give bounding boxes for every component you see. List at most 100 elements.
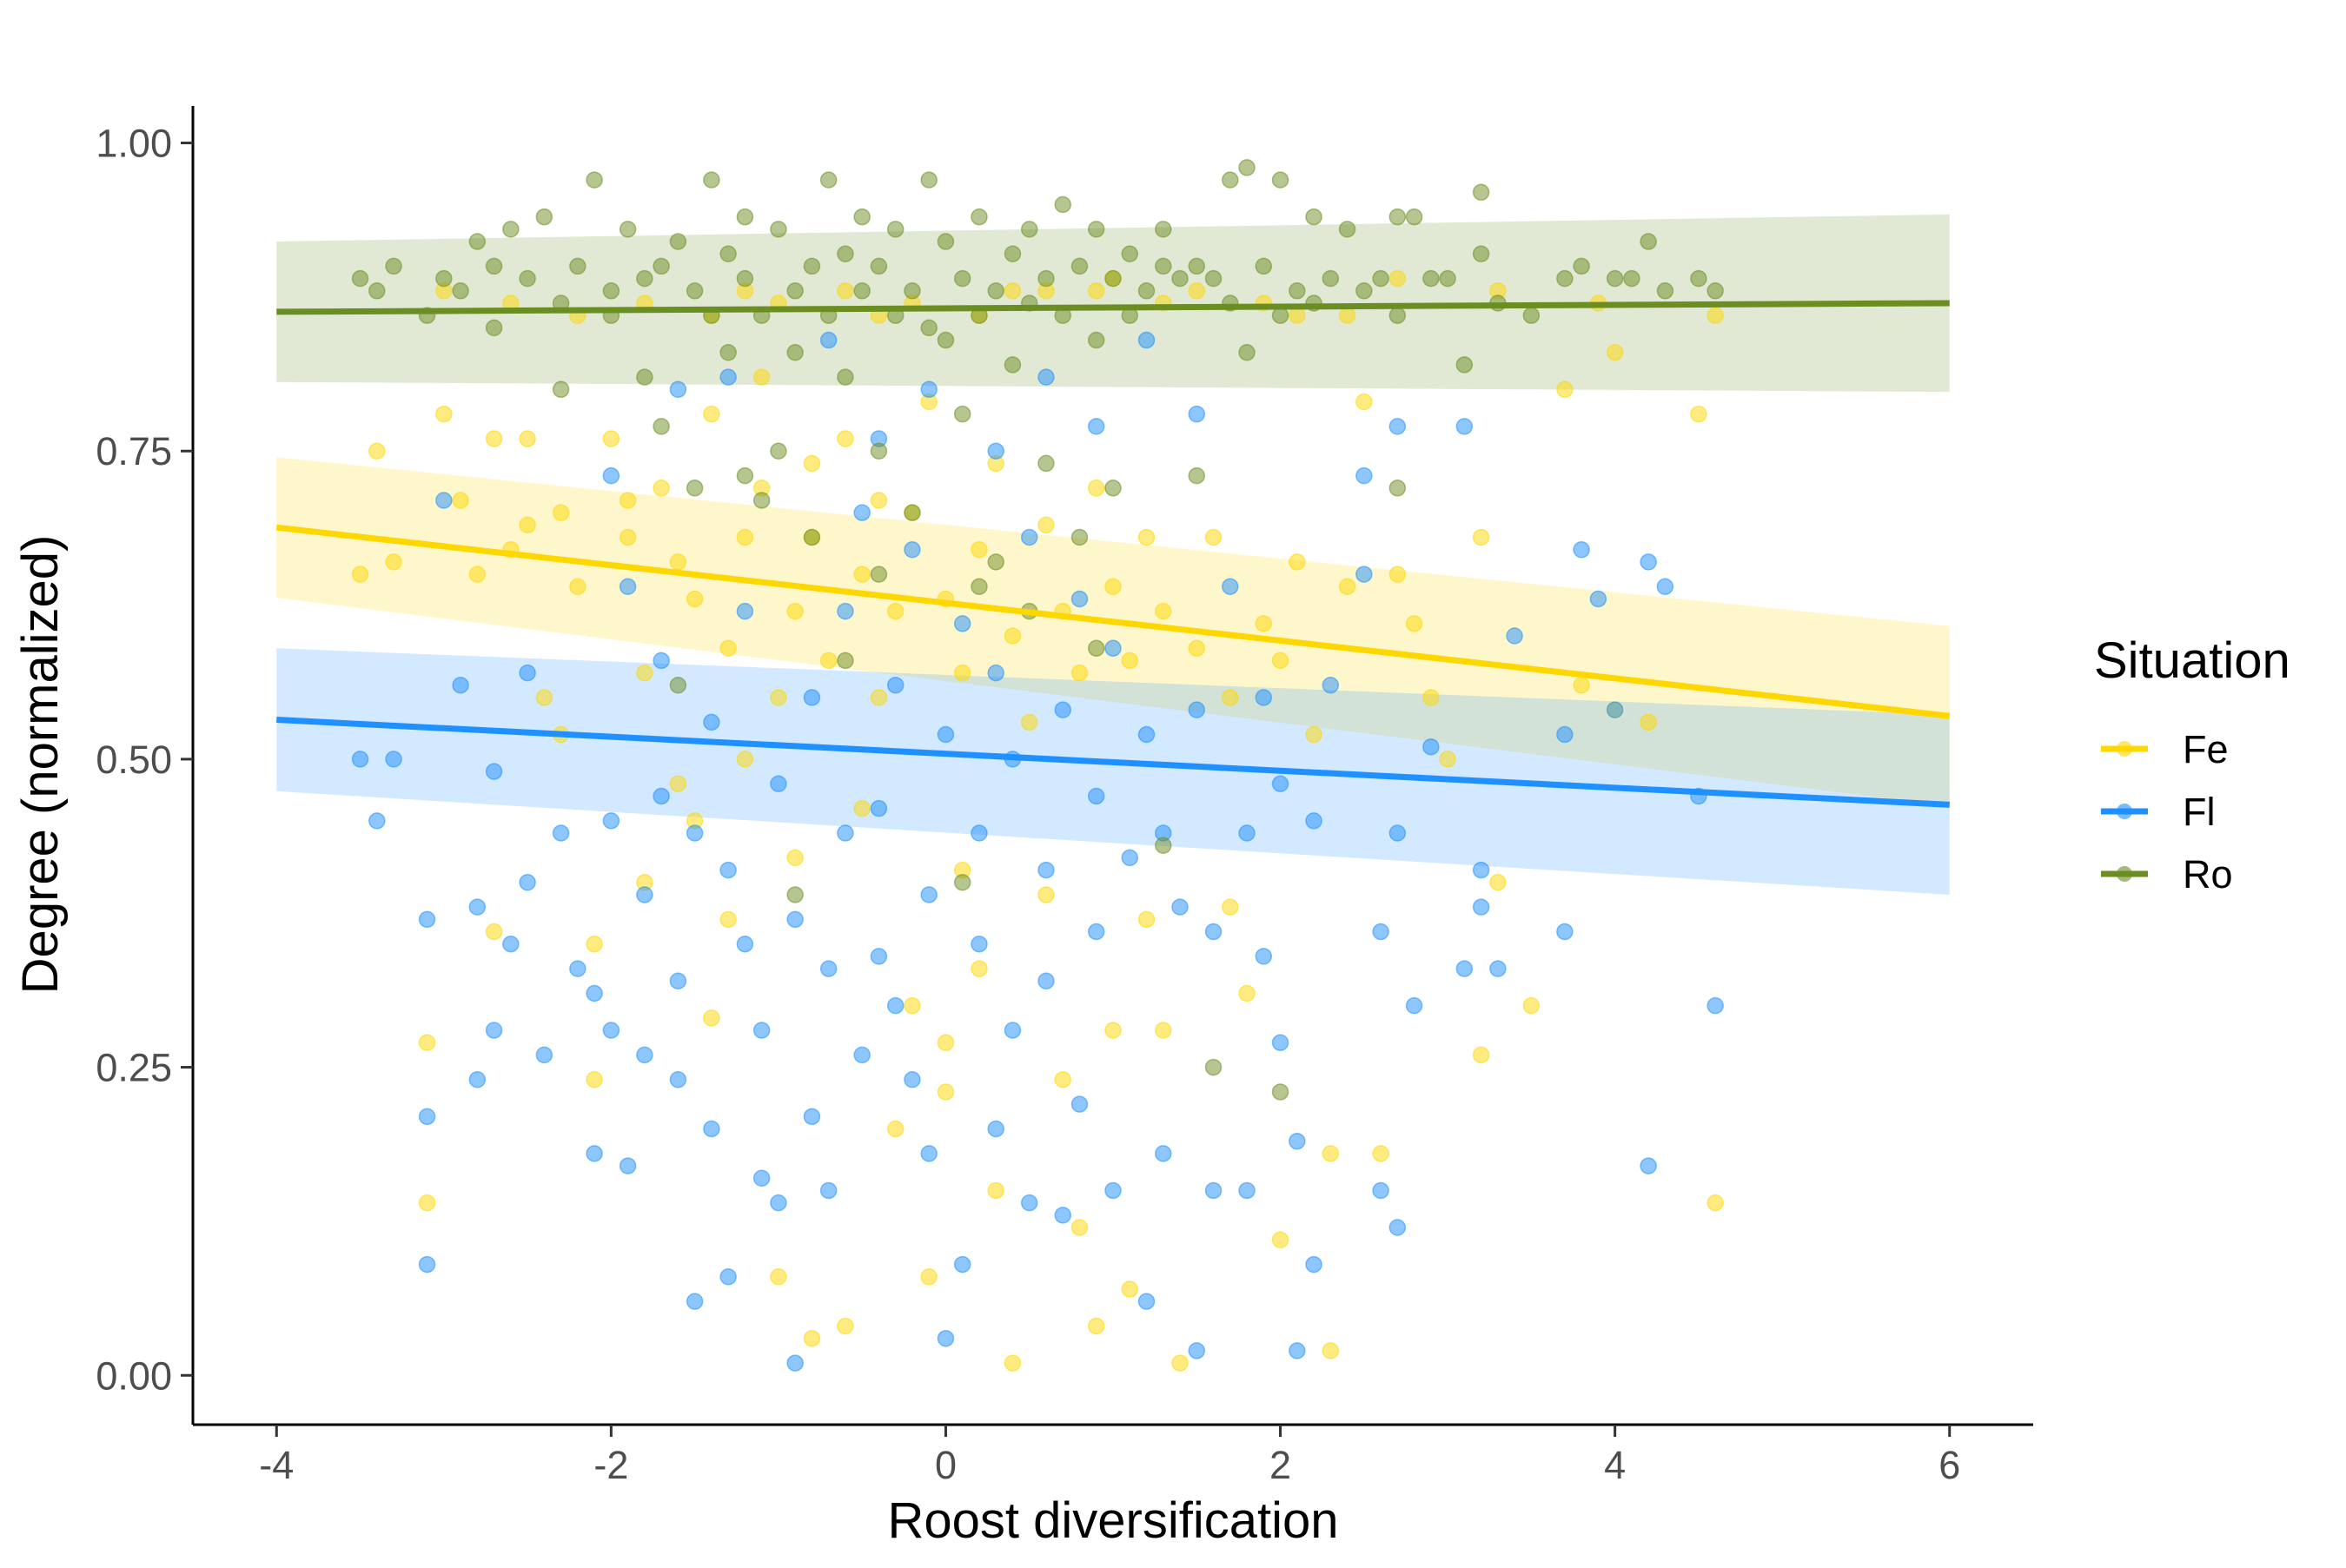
point-fl xyxy=(719,1268,737,1286)
point-fl xyxy=(385,751,402,768)
point-ro xyxy=(1037,454,1055,473)
point-fe xyxy=(1087,282,1105,300)
point-fl xyxy=(1305,812,1322,830)
point-ro xyxy=(1087,331,1105,349)
point-ro xyxy=(870,566,888,583)
point-fl xyxy=(752,1169,771,1188)
point-ro xyxy=(1405,208,1423,226)
point-fl xyxy=(786,1354,804,1372)
point-fl xyxy=(971,824,988,842)
point-fl xyxy=(418,1108,436,1126)
point-fe xyxy=(485,430,503,447)
point-fe xyxy=(1606,343,1624,361)
point-fe xyxy=(703,1009,720,1027)
point-fe xyxy=(1271,652,1289,670)
point-fe xyxy=(619,528,637,546)
point-fl xyxy=(1255,948,1273,965)
point-ro xyxy=(1472,183,1490,202)
point-fe xyxy=(602,430,620,447)
point-ro xyxy=(636,368,653,386)
point-ro xyxy=(1388,208,1407,226)
point-ro xyxy=(953,269,971,288)
point-fl xyxy=(586,1145,603,1162)
point-fe xyxy=(418,1034,436,1051)
point-fl xyxy=(987,1120,1004,1138)
point-fl xyxy=(686,1293,704,1310)
point-fe xyxy=(1137,910,1156,929)
point-fl xyxy=(1422,738,1440,756)
scatter-points xyxy=(351,159,1724,1372)
point-fe xyxy=(1087,480,1105,497)
point-fl xyxy=(837,824,854,842)
y-tick-label: 0.50 xyxy=(96,738,172,782)
point-fe xyxy=(351,566,369,583)
point-fl xyxy=(1188,1342,1206,1360)
point-ro xyxy=(786,886,804,903)
point-fl xyxy=(1037,861,1055,879)
point-ro xyxy=(971,578,988,596)
point-fe xyxy=(1706,1194,1724,1212)
point-fl xyxy=(1255,689,1273,706)
confidence-band-ro xyxy=(276,214,1950,393)
point-fe xyxy=(619,492,637,509)
point-fe xyxy=(1171,1354,1189,1372)
point-ro xyxy=(1188,466,1206,485)
point-fl xyxy=(1020,528,1038,546)
trend-line-fe xyxy=(275,524,1951,719)
point-fe xyxy=(1155,1022,1172,1039)
point-ro xyxy=(736,466,754,485)
point-fl xyxy=(1155,1145,1172,1162)
point-fl xyxy=(1506,627,1523,645)
point-fl xyxy=(1204,923,1223,941)
point-ro xyxy=(669,677,687,694)
point-fe xyxy=(1355,393,1373,411)
point-ro xyxy=(1004,245,1022,262)
point-fe xyxy=(535,689,553,706)
point-fe xyxy=(1472,1046,1490,1064)
point-fl xyxy=(1305,1255,1322,1274)
point-fl xyxy=(1020,1194,1038,1212)
point-ro xyxy=(904,504,921,521)
legend-entries: Fe Fl Ro xyxy=(2101,727,2233,896)
point-fl xyxy=(1188,701,1206,718)
point-ro xyxy=(1271,1083,1289,1101)
point-fl xyxy=(1271,775,1289,793)
point-fl xyxy=(786,910,804,929)
point-fe xyxy=(853,566,871,583)
point-ro xyxy=(1087,639,1105,657)
point-ro xyxy=(1606,269,1624,288)
point-fe xyxy=(703,405,720,423)
trend-lines xyxy=(275,300,1951,808)
point-ro xyxy=(1238,343,1256,361)
y-tick-label: 0.25 xyxy=(96,1046,172,1090)
point-fe xyxy=(519,516,536,534)
point-fl xyxy=(519,664,536,682)
point-fl xyxy=(418,1255,436,1274)
point-fl xyxy=(1355,566,1373,583)
point-fl xyxy=(1372,1181,1389,1200)
point-ro xyxy=(653,257,670,275)
point-fl xyxy=(418,910,436,929)
point-fl xyxy=(1054,1207,1071,1224)
point-fe xyxy=(1372,1145,1389,1162)
point-fl xyxy=(535,1046,553,1064)
legend-label: Ro xyxy=(2183,852,2233,896)
point-fl xyxy=(1489,960,1507,977)
point-fl xyxy=(736,602,754,620)
point-fe xyxy=(1706,307,1724,324)
point-fe xyxy=(719,910,737,929)
point-ro xyxy=(886,221,905,238)
point-fl xyxy=(1355,466,1373,485)
point-fl xyxy=(636,1046,653,1064)
point-fe xyxy=(669,775,687,793)
point-fe xyxy=(519,430,536,447)
point-fl xyxy=(653,787,670,805)
point-fl xyxy=(987,442,1004,460)
y-tick-label: 1.00 xyxy=(96,122,172,166)
point-ro xyxy=(1322,269,1340,288)
point-ro xyxy=(1004,356,1022,374)
point-ro xyxy=(1522,307,1541,324)
point-ro xyxy=(1422,269,1440,288)
point-fe xyxy=(1322,1145,1340,1162)
point-ro xyxy=(1204,269,1223,288)
